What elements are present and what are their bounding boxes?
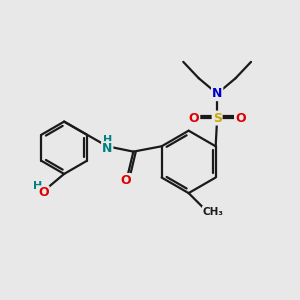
Text: H: H (33, 181, 42, 191)
Text: S: S (213, 112, 222, 124)
Text: CH₃: CH₃ (203, 207, 224, 217)
Text: H: H (103, 135, 112, 145)
Text: N: N (212, 87, 222, 100)
Text: O: O (38, 186, 49, 200)
Text: O: O (120, 174, 131, 187)
Text: N: N (102, 142, 112, 155)
Text: O: O (189, 112, 199, 124)
Text: O: O (235, 112, 246, 124)
